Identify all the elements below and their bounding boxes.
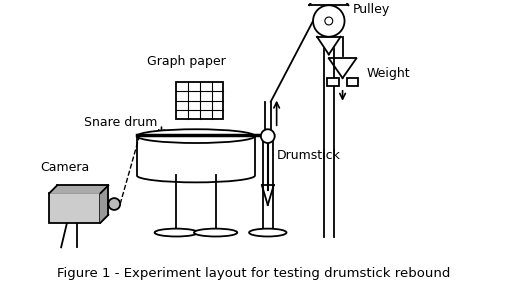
Text: Graph paper: Graph paper bbox=[147, 55, 226, 68]
Bar bbox=[49, 193, 101, 223]
Bar bbox=[176, 82, 224, 119]
Ellipse shape bbox=[154, 229, 198, 236]
Polygon shape bbox=[101, 185, 108, 223]
Circle shape bbox=[325, 17, 333, 25]
Polygon shape bbox=[317, 37, 340, 54]
Ellipse shape bbox=[194, 229, 237, 236]
Text: Snare drum: Snare drum bbox=[84, 116, 157, 129]
Text: Pulley: Pulley bbox=[353, 3, 390, 16]
Circle shape bbox=[261, 129, 275, 143]
Ellipse shape bbox=[108, 198, 120, 210]
Text: Drumstick: Drumstick bbox=[277, 149, 340, 162]
Text: Camera: Camera bbox=[41, 161, 90, 173]
Bar bbox=[346, 78, 358, 86]
Text: Figure 1 - Experiment layout for testing drumstick rebound: Figure 1 - Experiment layout for testing… bbox=[57, 267, 451, 280]
Polygon shape bbox=[309, 0, 348, 5]
Ellipse shape bbox=[137, 129, 255, 143]
Polygon shape bbox=[49, 185, 108, 193]
Text: Weight: Weight bbox=[366, 67, 410, 80]
Ellipse shape bbox=[249, 229, 287, 236]
Circle shape bbox=[313, 5, 344, 37]
Bar bbox=[327, 78, 339, 86]
